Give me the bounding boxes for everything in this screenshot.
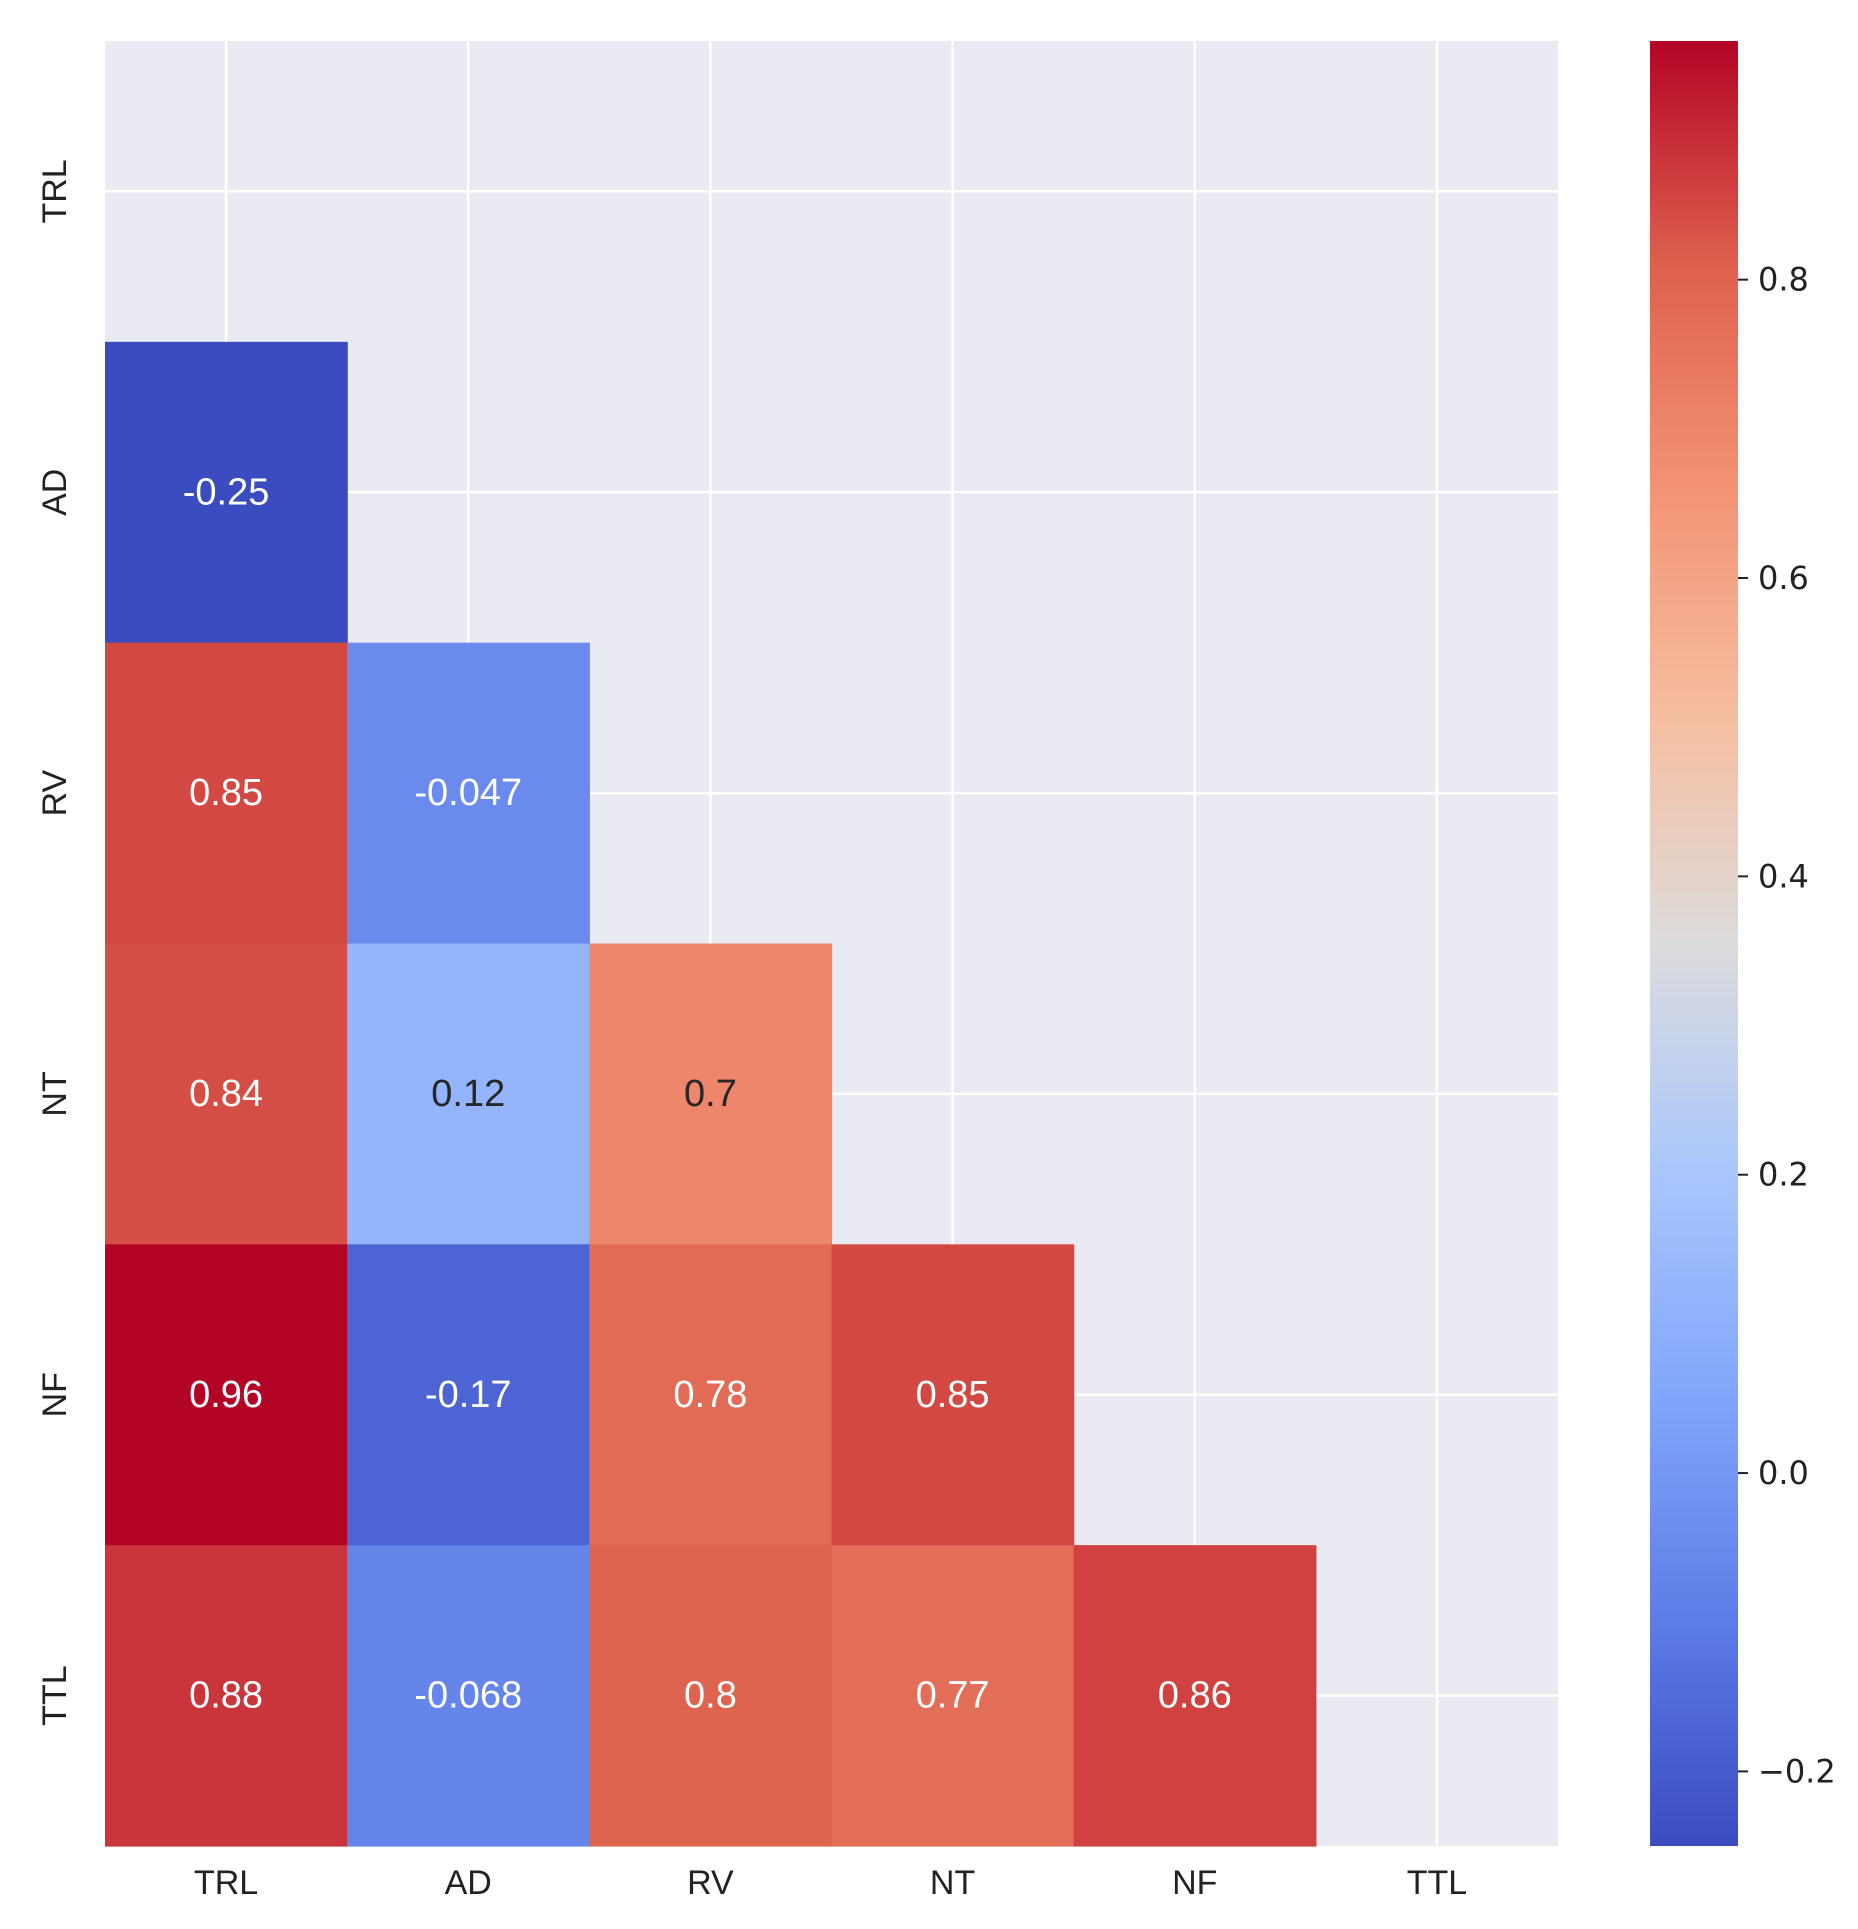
heatmap-cells (105, 341, 1317, 1847)
cell-ttl-trl (105, 1545, 348, 1847)
cell-rv-trl (105, 642, 348, 945)
cell-nf-nt-label: 0.85 (916, 1374, 990, 1416)
cell-ttl-ad (347, 1545, 590, 1847)
cell-ttl-rv (589, 1545, 833, 1847)
cell-nf-nt (831, 1244, 1075, 1546)
colorbar-tick-label-3: 0.4 (1758, 857, 1809, 895)
x-tick-labels: TRL AD RV NT NF TTL (194, 1864, 1467, 1902)
y-tick-nt: NT (36, 1071, 74, 1116)
y-tick-ttl: TTL (36, 1665, 74, 1725)
colorbar-tick-label-4: 0.6 (1758, 559, 1809, 597)
cell-ttl-rv-label: 0.8 (684, 1675, 737, 1717)
cell-nt-rv (589, 943, 833, 1245)
cell-ttl-ad-label: -0.068 (414, 1675, 522, 1717)
colorbar-tick-label-2: 0.2 (1758, 1156, 1809, 1194)
x-tick-trl: TRL (194, 1864, 258, 1902)
colorbar-tick-label-5: 0.8 (1758, 261, 1809, 299)
cell-nf-ad-label: -0.17 (425, 1374, 512, 1416)
cell-nt-trl-label: 0.84 (189, 1073, 263, 1115)
cell-rv-ad (347, 642, 590, 945)
y-tick-labels: TRL AD RV NT NF TTL (36, 159, 74, 1726)
x-tick-nt: NT (930, 1864, 975, 1902)
cell-ad-trl-label: -0.25 (183, 471, 270, 513)
y-tick-ad: AD (36, 469, 74, 516)
cell-nt-ad (347, 943, 590, 1245)
cell-rv-trl-label: 0.85 (189, 772, 263, 814)
cell-nf-trl (105, 1244, 348, 1546)
cell-ttl-trl-label: 0.88 (189, 1675, 263, 1717)
x-tick-rv: RV (687, 1864, 734, 1902)
colorbar (1650, 41, 1738, 1846)
colorbar-tick-label-0: −0.2 (1758, 1752, 1836, 1790)
colorbar-ticks: −0.2 0.0 0.2 0.4 0.6 0.8 (1738, 261, 1836, 1790)
cell-ttl-nf (1073, 1545, 1317, 1847)
x-tick-nf: NF (1172, 1864, 1217, 1902)
cell-rv-ad-label: -0.047 (414, 772, 522, 814)
cell-ttl-nt-label: 0.77 (916, 1675, 990, 1717)
x-tick-ttl: TTL (1407, 1864, 1467, 1902)
cell-nt-ad-label: 0.12 (431, 1073, 505, 1115)
cell-nt-rv-label: 0.7 (684, 1073, 737, 1115)
cell-nf-ad (347, 1244, 590, 1546)
y-tick-nf: NF (36, 1372, 74, 1417)
cell-ttl-nf-label: 0.86 (1158, 1675, 1232, 1717)
cell-nt-trl (105, 943, 348, 1245)
y-tick-trl: TRL (36, 159, 74, 223)
y-tick-rv: RV (36, 769, 74, 816)
cell-nf-rv-label: 0.78 (673, 1374, 747, 1416)
cell-nf-rv (589, 1244, 833, 1546)
cell-labels: -0.25 0.85 -0.047 0.84 0.12 0.7 0.96 -0.17 0.78 0… (183, 471, 1232, 1716)
x-tick-ad: AD (445, 1864, 492, 1902)
cell-nf-trl-label: 0.96 (189, 1374, 263, 1416)
colorbar-tick-label-1: 0.0 (1758, 1454, 1809, 1492)
cell-ad-trl (105, 341, 348, 644)
cell-ttl-nt (831, 1545, 1075, 1847)
